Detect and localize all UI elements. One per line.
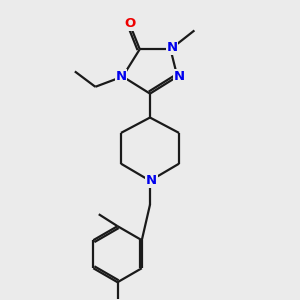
Text: N: N — [167, 41, 178, 54]
Text: N: N — [146, 174, 157, 187]
Text: N: N — [173, 70, 184, 83]
Text: O: O — [124, 17, 135, 30]
Text: N: N — [116, 70, 127, 83]
